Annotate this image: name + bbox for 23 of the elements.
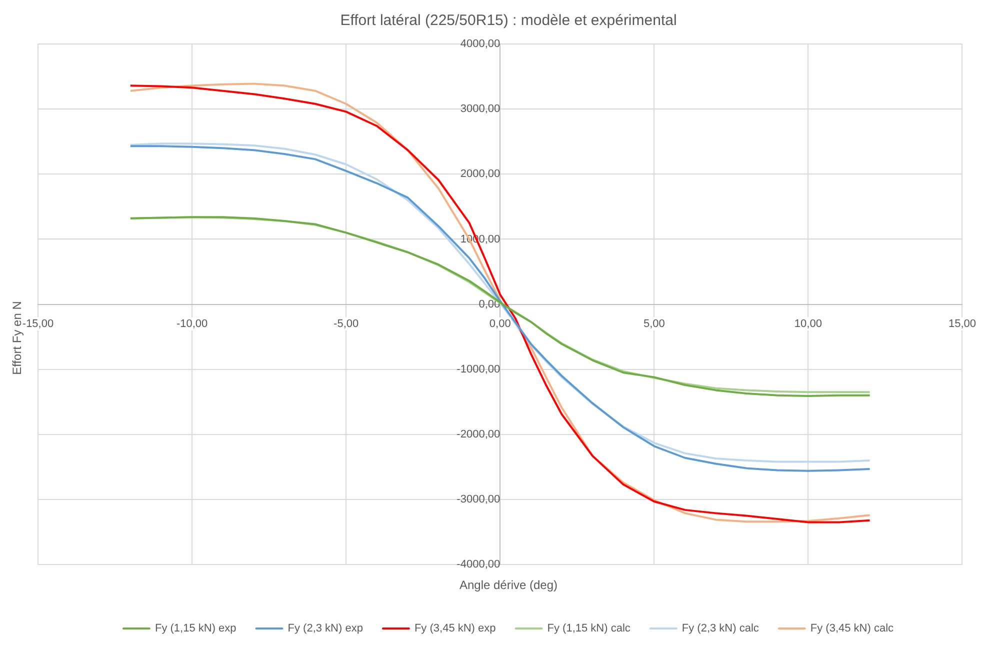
- legend-label: Fy (2,3 kN) calc: [682, 622, 760, 635]
- legend-label: Fy (2,3 kN) exp: [288, 622, 363, 635]
- x-tick-label: 10,00: [794, 318, 822, 330]
- x-axis-title: Angle dérive (deg): [459, 578, 558, 592]
- chart-title: Effort latéral (225/50R15) : modèle et expérimental: [340, 12, 677, 30]
- legend-label: Fy (3,45 kN) exp: [414, 622, 496, 635]
- x-tick-label: 0,00: [489, 318, 511, 330]
- y-tick-label: 3000,00: [460, 103, 500, 116]
- legend-label: Fy (3,45 kN) calc: [810, 622, 894, 635]
- y-tick-label: -1000,00: [456, 363, 500, 376]
- y-axis-title: Effort Fy en N: [10, 301, 24, 375]
- y-tick-label: 2000,00: [460, 168, 500, 180]
- legend-label: Fy (1,15 kN) calc: [547, 622, 631, 635]
- x-tick-label: 15,00: [948, 318, 976, 330]
- x-tick-label: -10,00: [176, 318, 208, 330]
- legend-label: Fy (1,15 kN) exp: [154, 622, 236, 635]
- y-tick-label: -3000,00: [456, 494, 500, 506]
- y-tick-label: -4000,00: [456, 558, 500, 571]
- x-tick-label: -5,00: [334, 318, 359, 330]
- x-tick-label: -15,00: [22, 318, 54, 330]
- x-tick-label: 5,00: [643, 318, 665, 330]
- y-tick-label: -2000,00: [456, 428, 500, 440]
- y-tick-label: 4000,00: [460, 38, 500, 50]
